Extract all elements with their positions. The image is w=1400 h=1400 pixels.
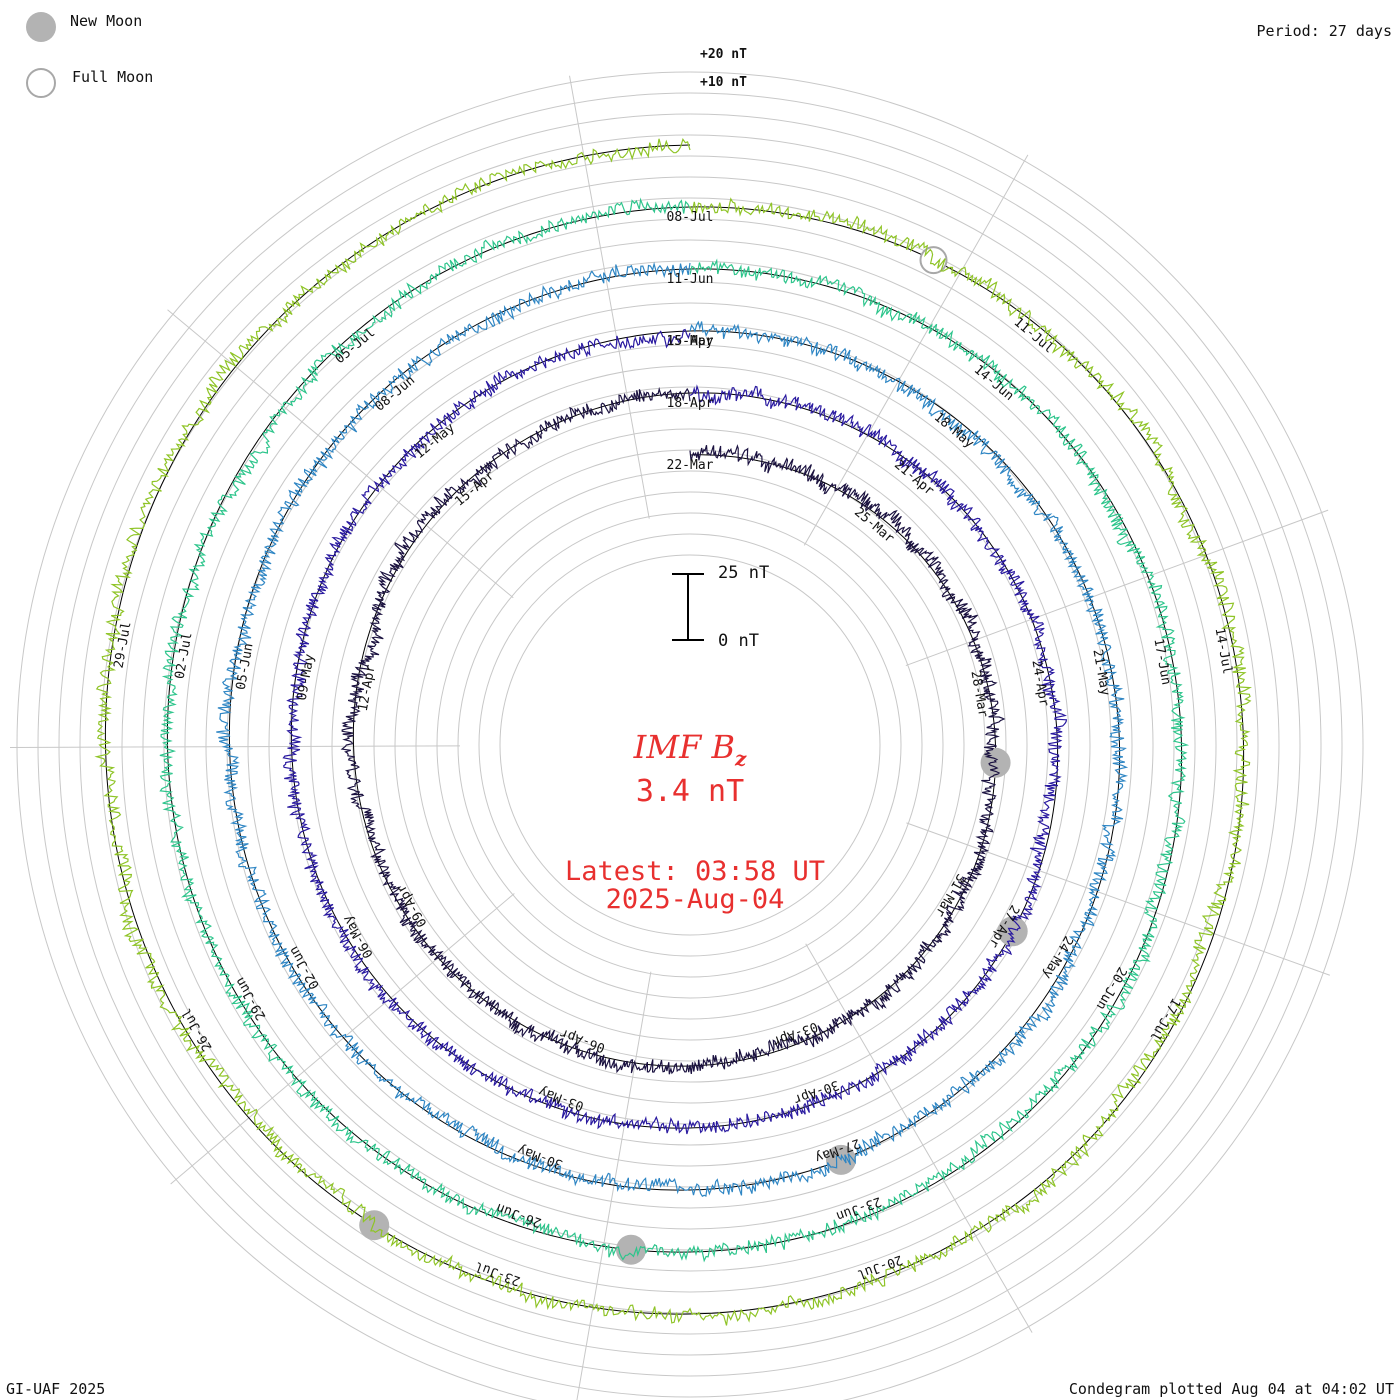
parameter-sub: z — [734, 746, 747, 771]
trace-turn-1 — [340, 386, 1006, 1075]
scale-bar — [672, 573, 704, 641]
date-label: 11-Jun — [667, 272, 714, 287]
grid-ring — [184, 239, 1196, 1251]
grid-ring — [226, 281, 1154, 1209]
grid-ring — [142, 197, 1238, 1293]
grid-ring — [163, 218, 1217, 1272]
new-moon-marker — [980, 747, 1011, 778]
grid-ring — [394, 449, 986, 1041]
footer-plotted: Condegram plotted Aug 04 at 04:02 UT — [1068, 1380, 1394, 1398]
footer-credit: GI-UAF 2025 — [6, 1380, 106, 1398]
parameter-title: IMF Bz — [590, 728, 790, 770]
date-label: 20-Jul — [855, 1252, 904, 1282]
full-moon-label: Full Moon — [72, 68, 154, 86]
legend-full-moon: Full Moon — [26, 68, 153, 98]
grid-ring — [205, 260, 1175, 1230]
full-moon-marker — [919, 246, 948, 275]
grid-ring — [289, 344, 1091, 1146]
spoke — [569, 75, 650, 519]
grid-ring — [79, 134, 1301, 1356]
new-moon-label: New Moon — [70, 12, 143, 30]
full-moon-icon — [26, 68, 56, 98]
current-value: 3.4 nT — [635, 774, 745, 809]
grid-rings — [16, 71, 1364, 1400]
ref-label-20: +20 nT — [700, 47, 747, 62]
date-label: 08-Jul — [667, 210, 714, 225]
period-label: Period: 27 days — [1256, 22, 1392, 40]
grid-ring — [457, 512, 923, 978]
spoke — [803, 154, 1029, 546]
grid-ring — [478, 533, 902, 957]
latest-line: Latest: 03:58 UT — [564, 856, 826, 887]
trace-turn-5 — [94, 137, 1253, 1326]
date-label: 24-Apr — [1028, 659, 1051, 708]
grid-ring — [58, 113, 1322, 1377]
date-line: 2025-Aug-04 — [605, 884, 785, 915]
grid-ring — [16, 71, 1364, 1400]
grid-ring — [331, 386, 1049, 1104]
grid-ring — [499, 554, 881, 936]
spoke — [167, 309, 514, 599]
spoke — [905, 509, 1329, 667]
date-label: 18-Apr — [667, 396, 714, 411]
imf-bz-trace — [94, 137, 1253, 1326]
date-label: 21-May — [1089, 648, 1112, 697]
trace-turn-4 — [159, 197, 1190, 1263]
date-label: 24-May — [1039, 933, 1076, 981]
grid-ring — [373, 428, 1007, 1062]
grid-ring — [436, 491, 944, 999]
grid-ring — [121, 176, 1259, 1314]
latest-time: Latest: 03:58 UT 2025-Aug-04 — [540, 858, 850, 914]
scale-top-label: 25 nT — [718, 563, 770, 583]
trace-turn-2 — [282, 328, 1068, 1135]
new-moon-marker — [616, 1234, 646, 1265]
date-label: 31-Mar — [932, 871, 969, 919]
baseline-spiral — [104, 144, 1245, 1315]
date-label: 15-Apr — [667, 334, 714, 349]
radial-spokes — [10, 75, 1330, 1400]
date-label: 14-Jul — [1212, 627, 1235, 676]
new-moon-icon — [26, 12, 56, 42]
grid-ring — [37, 92, 1343, 1398]
grid-ring — [415, 470, 965, 1020]
spoke — [906, 822, 1330, 976]
baseline-path — [104, 144, 1245, 1315]
scale-bottom-label: 0 nT — [718, 631, 759, 651]
legend-new-moon: New Moon — [26, 12, 142, 42]
spoke — [10, 745, 461, 748]
new-moon-marker — [997, 916, 1028, 947]
spoke — [805, 943, 1033, 1333]
trace-turn-3 — [216, 261, 1129, 1197]
date-label: 22-Mar — [667, 458, 714, 473]
ref-label-10: +10 nT — [700, 75, 747, 90]
date-label: 15-May — [667, 334, 714, 349]
spoke — [576, 971, 652, 1400]
date-label: 23-Jun — [834, 1193, 883, 1223]
parameter-main: IMF B — [633, 728, 735, 766]
grid-ring — [268, 323, 1112, 1167]
spoke — [170, 893, 515, 1185]
